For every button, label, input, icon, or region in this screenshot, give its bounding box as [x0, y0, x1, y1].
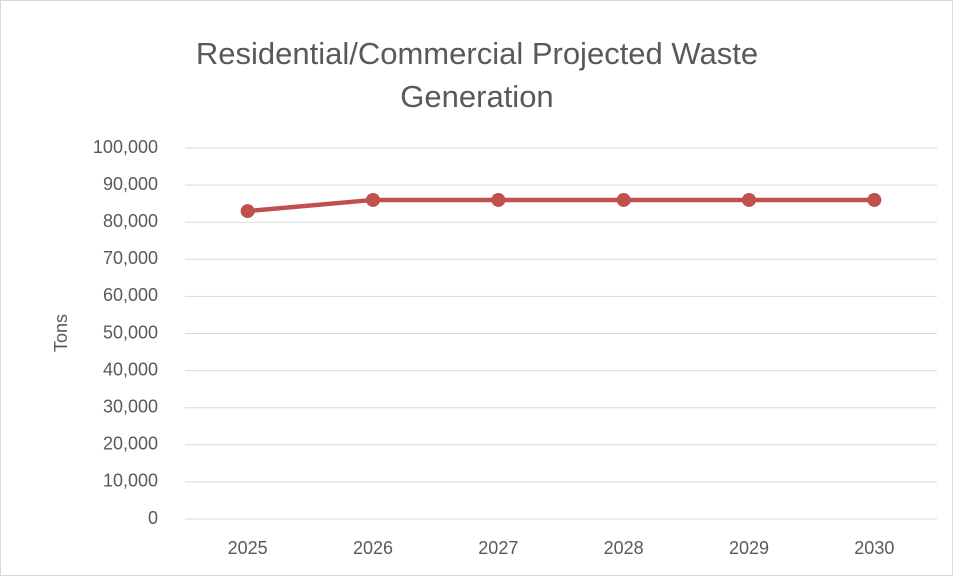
y-tick-label: 10,000: [103, 471, 158, 491]
y-tick-label: 20,000: [103, 434, 158, 454]
y-tick-label: 90,000: [103, 174, 158, 194]
x-tick-label: 2026: [353, 538, 393, 558]
y-axis-label: Tons: [51, 314, 71, 352]
data-point: [742, 192, 756, 207]
x-tick-label: 2028: [604, 538, 644, 558]
data-point: [616, 192, 631, 207]
x-tick-label: 2027: [478, 538, 518, 558]
data-point: [491, 192, 506, 207]
chart-title: Residential/Commercial Projected Waste G…: [195, 36, 759, 114]
y-tick-label: 100,000: [93, 137, 158, 157]
data-point: [366, 192, 380, 207]
y-tick-label: 0: [148, 508, 158, 528]
series-line: [247, 197, 875, 214]
y-tick-label: 80,000: [103, 211, 158, 231]
y-tick-label: 60,000: [103, 285, 158, 305]
x-tick-label: 2025: [228, 538, 268, 558]
y-tick-label: 40,000: [103, 359, 158, 379]
data-point: [240, 204, 255, 219]
x-tick-label: 2030: [854, 538, 894, 558]
y-tick-label: 30,000: [103, 396, 158, 416]
y-tick-label: 70,000: [103, 248, 158, 268]
data-point: [867, 192, 882, 207]
y-tick-label: 50,000: [103, 322, 158, 342]
x-tick-label: 2029: [729, 538, 769, 558]
